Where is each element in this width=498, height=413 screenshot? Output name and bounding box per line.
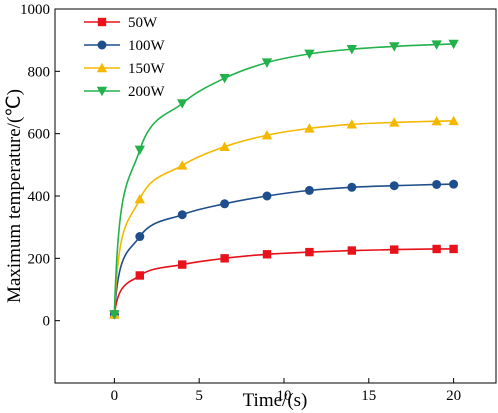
series-line <box>113 248 454 315</box>
data-point <box>389 181 399 191</box>
series-markers <box>109 39 459 320</box>
data-point <box>449 179 459 189</box>
data-point <box>448 115 459 126</box>
data-point <box>432 179 442 189</box>
data-point <box>390 245 399 254</box>
y-tick-label: 0 <box>43 314 51 330</box>
data-point <box>347 182 357 192</box>
x-tick-label: 15 <box>361 388 376 404</box>
y-tick-label: 800 <box>28 64 51 80</box>
legend-marker <box>96 62 108 73</box>
data-point <box>346 119 358 129</box>
legend-label: 150W <box>128 61 166 77</box>
data-point <box>304 123 315 133</box>
y-tick-label: 600 <box>28 127 51 143</box>
data-point <box>134 145 146 156</box>
data-point <box>389 117 400 127</box>
data-point <box>304 185 314 195</box>
x-tick-label: 20 <box>446 388 461 404</box>
legend-label: 100W <box>128 38 166 54</box>
y-axis-title: Maximum temperature/(℃) <box>4 89 25 303</box>
data-point <box>220 254 229 263</box>
data-point <box>219 141 230 151</box>
data-point <box>177 210 187 220</box>
legend: 50W 100W 150W 200W <box>84 15 166 100</box>
plot-frame <box>54 8 497 384</box>
x-tick-label: 0 <box>111 388 119 404</box>
data-point <box>262 191 272 201</box>
x-axis-ticks: 0 5 10 15 20 <box>111 378 461 404</box>
legend-label: 200W <box>128 84 166 100</box>
data-point <box>135 271 145 280</box>
legend-marker <box>97 17 107 27</box>
data-point <box>346 45 358 55</box>
y-tick-label: 1000 <box>20 2 50 18</box>
data-point <box>220 199 230 209</box>
y-axis-ticks: 0 200 400 600 800 1000 <box>20 2 60 330</box>
series-line <box>113 43 454 315</box>
x-tick-label: 10 <box>276 388 291 404</box>
series-line <box>113 183 454 315</box>
data-point <box>431 40 442 50</box>
data-point <box>305 247 314 257</box>
data-point <box>261 130 273 140</box>
data-point <box>109 310 120 320</box>
data-point <box>262 250 272 259</box>
data-point <box>177 99 188 109</box>
data-point <box>134 193 146 204</box>
data-point <box>449 244 458 254</box>
data-point <box>389 42 400 52</box>
x-tick-label: 5 <box>195 388 203 404</box>
data-point <box>177 160 188 170</box>
x-axis-title: Time/(s) <box>243 390 308 411</box>
series-line <box>113 120 454 315</box>
legend-marker <box>97 40 107 50</box>
data-point <box>219 73 230 84</box>
data-point <box>448 39 459 50</box>
legend-marker <box>96 86 108 97</box>
data-point <box>347 246 357 255</box>
data-point <box>261 58 273 68</box>
data-point <box>304 49 315 60</box>
data-point <box>432 244 441 254</box>
data-point <box>135 232 145 242</box>
y-tick-label: 200 <box>28 251 51 267</box>
legend-label: 50W <box>128 15 158 31</box>
series-curves <box>113 43 454 315</box>
data-point <box>431 116 442 126</box>
y-tick-label: 400 <box>28 189 51 205</box>
data-point <box>178 260 187 269</box>
